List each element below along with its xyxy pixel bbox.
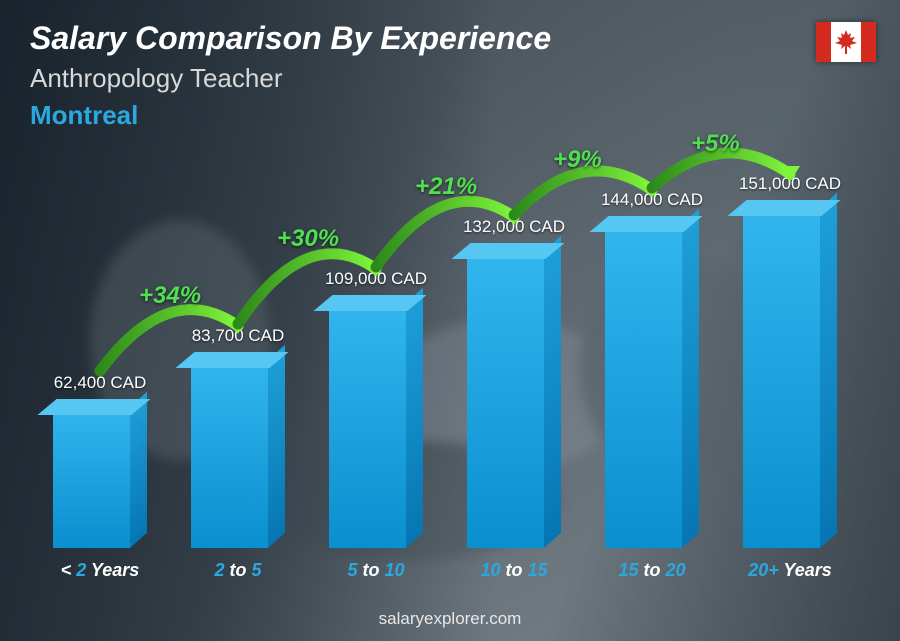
growth-percent-label: +30% (277, 225, 339, 253)
growth-percent-label: +9% (553, 146, 602, 174)
country-flag (816, 22, 876, 62)
chart-city: Montreal (30, 100, 870, 131)
maple-leaf-icon (835, 30, 857, 54)
growth-arc (40, 170, 850, 581)
chart-area: 62,400 CAD< 2 Years83,700 CAD2 to 5109,0… (40, 170, 850, 581)
growth-percent-label: +21% (415, 173, 477, 201)
chart-title: Salary Comparison By Experience (30, 20, 870, 57)
growth-percent-label: +34% (139, 282, 201, 310)
header: Salary Comparison By Experience Anthropo… (30, 20, 870, 131)
footer-credit: salaryexplorer.com (0, 609, 900, 629)
chart-subtitle: Anthropology Teacher (30, 63, 870, 94)
flag-band-left (816, 22, 831, 62)
growth-percent-label: +5% (691, 130, 740, 158)
flag-band-right (861, 22, 876, 62)
flag-center (831, 22, 861, 62)
